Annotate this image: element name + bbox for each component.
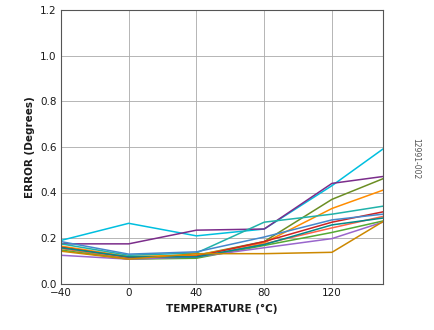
Y-axis label: ERROR (Degrees): ERROR (Degrees) <box>24 96 34 198</box>
Text: 12991-002: 12991-002 <box>410 138 419 179</box>
X-axis label: TEMPERATURE (°C): TEMPERATURE (°C) <box>166 304 277 314</box>
